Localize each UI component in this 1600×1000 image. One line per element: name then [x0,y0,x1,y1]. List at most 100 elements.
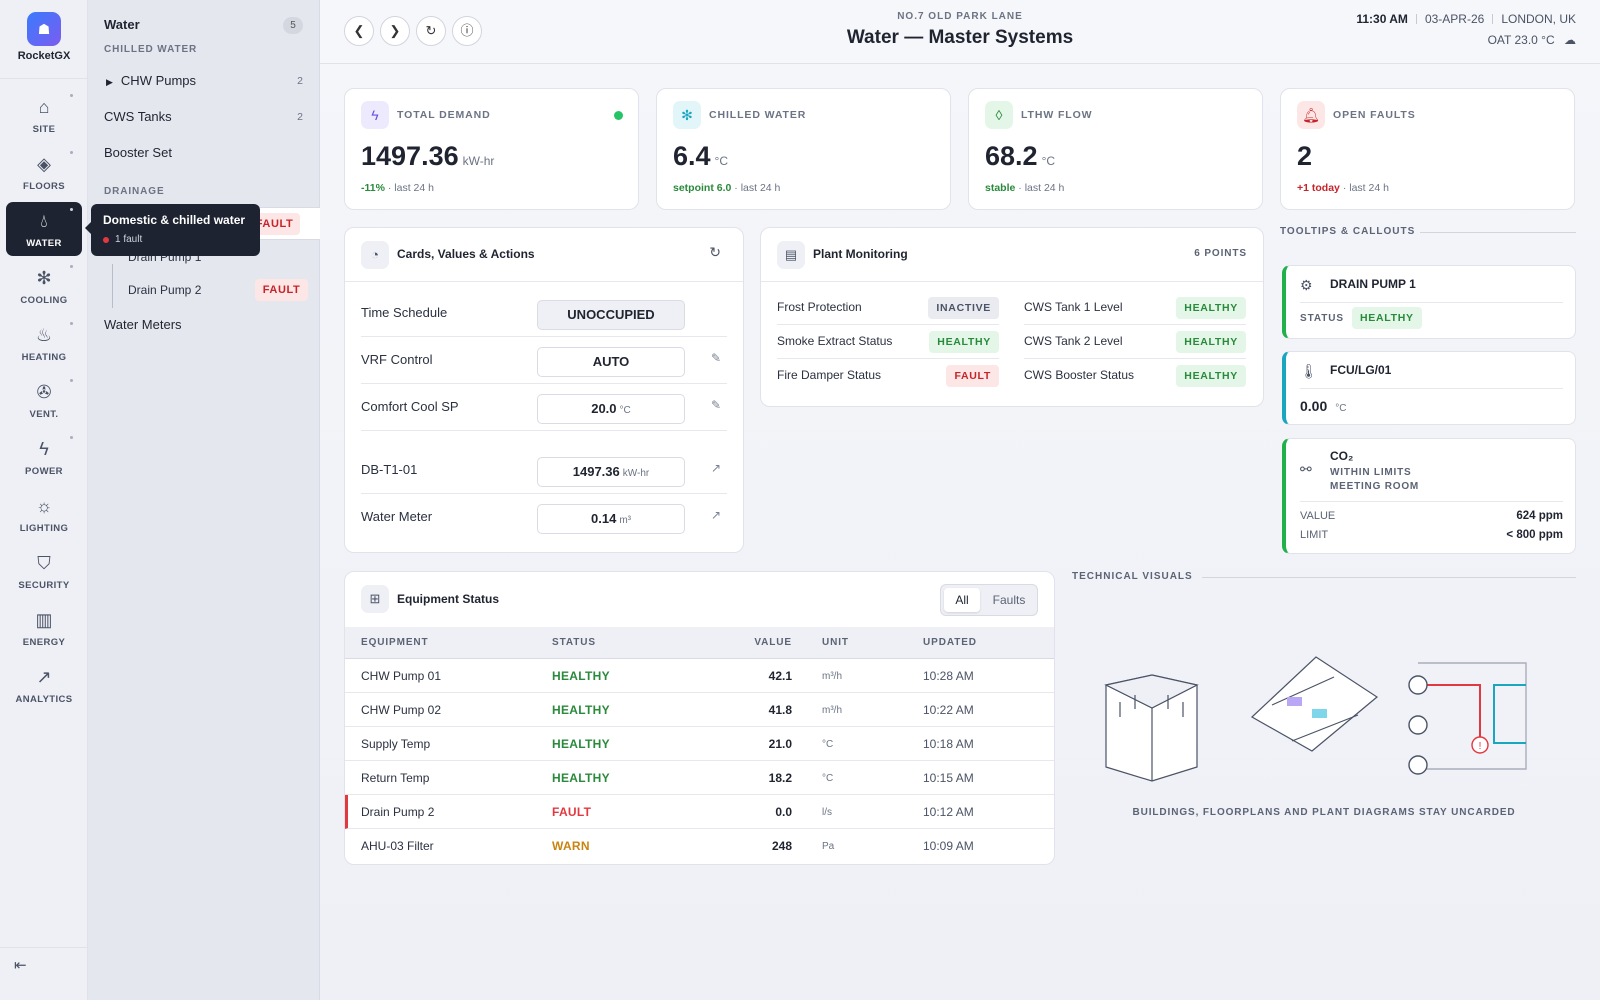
vrf-control-value[interactable]: AUTO [537,347,685,377]
table-row[interactable]: Supply Temp HEALTHY 21.0 °C 10:18 AM [345,727,1054,761]
plant-monitoring-card: ▤ Plant Monitoring 6 POINTS Frost Protec… [760,227,1264,407]
drain-pump-2-fault-badge: FAULT [255,279,308,301]
svg-text:!: ! [1479,741,1482,752]
nav-item-water[interactable]: 💧︎ WATER [6,202,82,256]
back-button[interactable]: ❮ [344,16,374,46]
page-title: Water — Master Systems [846,27,1074,48]
callout-co2[interactable]: ⚯ CO₂ WITHIN LIMITS MEETING ROOM VALUE 6… [1282,438,1576,554]
rail-divider-bottom [0,947,88,948]
nav-item-cooling[interactable]: ✻ COOLING [6,259,82,313]
subnav-item-drain-pump-2[interactable]: Drain Pump 2 [128,283,202,297]
nav-item-floors[interactable]: ◈ FLOORS [6,145,82,199]
info-button[interactable]: ⓘ [452,16,482,46]
filter-faults-button[interactable]: Faults [992,593,1026,607]
floorplan-isometric [1250,656,1379,752]
filter-all-button[interactable]: All [944,588,980,612]
logout-icon[interactable]: ⇤ [14,957,27,974]
status-badge: FAULT [946,365,999,387]
point-cws-tank-2[interactable]: CWS Tank 2 Level HEALTHY [1024,325,1246,359]
kpi-open-faults[interactable]: 🔔︎ OPEN FAULTS 2 +1 today · last 24 h [1280,88,1575,210]
chevron-right-icon: ▶ [106,77,113,87]
db-t1-01-value[interactable]: 1497.36 kW-hr [537,457,685,487]
table-header: EQUIPMENT STATUS VALUE UNIT UPDATED [345,627,1054,659]
section-chilled-water: CHILLED WATER [104,44,198,55]
edit-icon[interactable]: ✎ [710,398,721,412]
rocketgx-logo-icon[interactable]: ☗ [27,12,61,46]
table-row-fault[interactable]: Drain Pump 2 FAULT 0.0 l/s 10:12 AM [345,795,1054,829]
kpi-total-demand[interactable]: ϟ TOTAL DEMAND 1497.36 kW-hr -11% · last … [344,88,639,210]
status-badge: HEALTHY [1176,365,1246,387]
subnav-item-cws-tanks[interactable]: CWS Tanks 2 [104,109,303,124]
refresh-button[interactable]: ↻ [416,16,446,46]
nav-item-power[interactable]: ϟ POWER [6,430,82,484]
bolt-icon: ϟ [361,101,389,129]
table-row[interactable]: CHW Pump 01 HEALTHY 42.1 m³/h 10:28 AM [345,659,1054,693]
plant-diagram: ! [1408,662,1527,775]
time-schedule-value[interactable]: UNOCCUPIED [537,300,685,330]
callout-fcu-lg-01[interactable]: 🌡︎ FCU/LG/01 0.00 °C [1282,351,1576,425]
brand-name: RocketGX [17,50,71,62]
open-external-icon[interactable]: ↗ [710,508,721,522]
point-cws-booster[interactable]: CWS Booster Status HEALTHY [1024,359,1246,393]
top-bar: ❮ ❯ ↻ ⓘ NO.7 OLD PARK LANE Water — Maste… [320,0,1600,64]
point-fire-damper[interactable]: Fire Damper Status FAULT [777,359,999,393]
nav-item-energy[interactable]: ▥ ENERGY [6,601,82,655]
card-title: Cards, Values & Actions [397,247,535,261]
visuals-caption: BUILDINGS, FLOORPLANS AND PLANT DIAGRAMS… [1132,807,1516,818]
subnav-item-water-meters[interactable]: Water Meters [104,317,182,332]
nav-item-security[interactable]: ⛉ SECURITY [6,544,82,598]
nav-item-lighting[interactable]: ☼ LIGHTING [6,487,82,541]
open-external-icon[interactable]: ↗ [710,461,721,475]
status-badge: HEALTHY [1352,307,1422,329]
kpi-lthw-flow[interactable]: ◊ LTHW FLOW 68.2 °C stable · last 24 h [968,88,1263,210]
shield-icon: ⛉ [37,553,51,573]
building-isometric [1104,674,1199,782]
subnav-item-booster-set[interactable]: Booster Set [104,145,172,160]
points-count: 6 POINTS [1194,248,1247,259]
tooltip-title: Domestic & chilled water [103,213,246,227]
table-row[interactable]: AHU-03 Filter WARN 248 Pa 10:09 AM [361,839,974,853]
fan-icon: ✇ [36,382,52,402]
edit-icon[interactable]: ✎ [710,351,721,365]
nav-item-analytics[interactable]: ↗ ANALYTICS [6,658,82,712]
refresh-icon[interactable]: ↻ [709,244,721,260]
filter-toggle: All Faults [940,584,1038,616]
status-badge: INACTIVE [928,297,999,319]
panel-title: Water [104,17,140,32]
table-row[interactable]: Return Temp HEALTHY 18.2 °C 10:15 AM [345,761,1054,795]
current-date: 03-APR-26 [1424,12,1485,26]
comfort-cool-sp-value[interactable]: 20.0 °C [537,394,685,424]
forward-button[interactable]: ❯ [380,16,410,46]
nav-item-heating[interactable]: ♨ HEATING [6,316,82,370]
section-drainage: DRAINAGE [104,186,165,197]
thermometer-icon: 🌡︎ [1300,363,1318,379]
gauge-icon: ◔ [361,241,389,269]
outdoor-temp: OAT 23.0 °C ☁ [1487,33,1576,47]
datetime-location: 11:30 AM 03-APR-26 LONDON, UK [1356,12,1576,26]
row-vrf-control: VRF Control AUTO ✎ [361,337,727,384]
point-frost-protection[interactable]: Frost Protection INACTIVE [777,291,999,325]
icon-rail: ☗ RocketGX ⌂ SITE ◈ FLOORS 💧︎ WATER ✻ COOLIN… [0,0,88,1000]
point-cws-tank-1[interactable]: CWS Tank 1 Level HEALTHY [1024,291,1246,325]
card-title: Equipment Status [397,592,500,606]
water-subnav-panel: Water 5 CHILLED WATER ▶ CHW Pumps 2 CWS Ta… [88,0,398,1000]
kpi-chilled-water[interactable]: ✻ CHILLED WATER 6.4 °C setpoint 6.0 · las… [656,88,951,210]
row-db-t1-01: DB-T1-01 1497.36 kW-hr ↗ [361,447,727,494]
drop-icon: ◊ [985,101,1013,129]
subnav-item-chw-pumps[interactable]: ▶ CHW Pumps 2 [106,73,303,88]
bolt-icon: ϟ [39,439,49,459]
tree-line [112,264,113,308]
nav-item-vent[interactable]: ✇ VENT. [6,373,82,427]
technical-visuals-heading: TECHNICAL VISUALS [1072,571,1576,582]
point-smoke-extract[interactable]: Smoke Extract Status HEALTHY [777,325,999,359]
live-status-dot [614,111,623,120]
kpi-value: 1497.36 [361,141,459,171]
nav-item-site[interactable]: ⌂ SITE [6,88,82,142]
cloud-icon: ☁ [1564,33,1576,47]
bulb-icon: ☼ [35,496,53,516]
water-meter-value[interactable]: 0.14 m³ [537,504,685,534]
status-badge: HEALTHY [1176,331,1246,353]
table-row[interactable]: CHW Pump 02 HEALTHY 41.8 m³/h 10:22 AM [345,693,1054,727]
layers-icon: ◈ [37,154,51,174]
callout-drain-pump-1[interactable]: ⚙ DRAIN PUMP 1 STATUS HEALTHY [1282,265,1576,339]
